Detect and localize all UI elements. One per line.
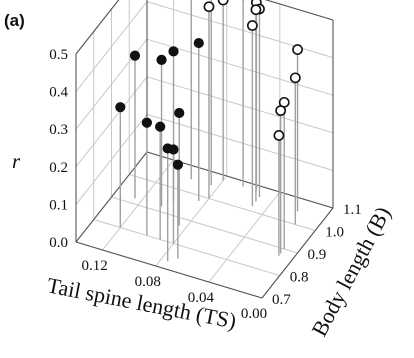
floor-grid-line bbox=[111, 196, 298, 254]
data-point-filled bbox=[174, 107, 185, 119]
y-tick-label: 1.1 bbox=[343, 202, 362, 218]
y-tick-label: 0.8 bbox=[290, 270, 309, 286]
wall-grid-line bbox=[146, 76, 334, 134]
data-point-filled bbox=[156, 54, 167, 65]
data-point-filled bbox=[155, 121, 166, 132]
y-axis-title: Body length (B) bbox=[306, 202, 395, 340]
tick-labels: 0.0 0.1 0.2 0.3 0.4 0.5 0.12 0.08 0.04 0.00 0.7 0.8… bbox=[49, 47, 362, 322]
z-tick-label: 0.4 bbox=[49, 85, 68, 101]
box-edge bbox=[75, 0, 120, 55]
y-tick-label: 0.9 bbox=[308, 247, 327, 263]
panel-label: (a) bbox=[4, 11, 25, 30]
data-point-open bbox=[246, 20, 258, 31]
z-axis-title: r bbox=[12, 149, 21, 173]
data-point-open bbox=[275, 105, 287, 117]
y-tick-label: 1.0 bbox=[325, 225, 344, 241]
data-point-filled bbox=[162, 143, 173, 154]
data-point-open bbox=[289, 72, 301, 84]
data-point-filled bbox=[172, 159, 183, 170]
wall-grid-line bbox=[146, 113, 334, 171]
data-point-filled bbox=[141, 117, 152, 128]
box-edge bbox=[146, 151, 334, 209]
z-tick-label: 0.2 bbox=[49, 160, 68, 176]
data-point-open bbox=[217, 0, 229, 6]
z-tick-label: 0.0 bbox=[49, 235, 68, 251]
data-point-open bbox=[250, 4, 262, 16]
back-walls bbox=[75, 0, 334, 299]
data-point-filled bbox=[168, 46, 179, 57]
z-tick-label: 0.3 bbox=[49, 122, 68, 138]
data-point-open bbox=[273, 130, 285, 141]
data-point-filled bbox=[193, 37, 204, 49]
data-points bbox=[115, 0, 303, 170]
data-point-filled bbox=[129, 50, 141, 61]
data-point-open bbox=[203, 1, 215, 13]
box-edge bbox=[75, 241, 263, 299]
y-tick-label: 0.7 bbox=[272, 292, 291, 308]
floor-grid-line bbox=[129, 174, 316, 231]
x-tick-label: 0.04 bbox=[188, 290, 215, 306]
wall-grid-line bbox=[146, 38, 334, 96]
box-edge bbox=[264, 0, 334, 21]
x-tick-label: 0.12 bbox=[81, 258, 107, 274]
box-edge bbox=[261, 207, 334, 299]
z-tick-label: 0.5 bbox=[49, 47, 68, 63]
data-point-open bbox=[292, 44, 303, 55]
z-tick-label: 0.1 bbox=[49, 197, 68, 213]
x-tick-label: 0.08 bbox=[135, 274, 161, 290]
x-tick-label: 0.00 bbox=[241, 306, 267, 322]
stems bbox=[119, 0, 299, 262]
floor-grid-line bbox=[93, 219, 280, 276]
data-point-filled bbox=[115, 102, 126, 113]
